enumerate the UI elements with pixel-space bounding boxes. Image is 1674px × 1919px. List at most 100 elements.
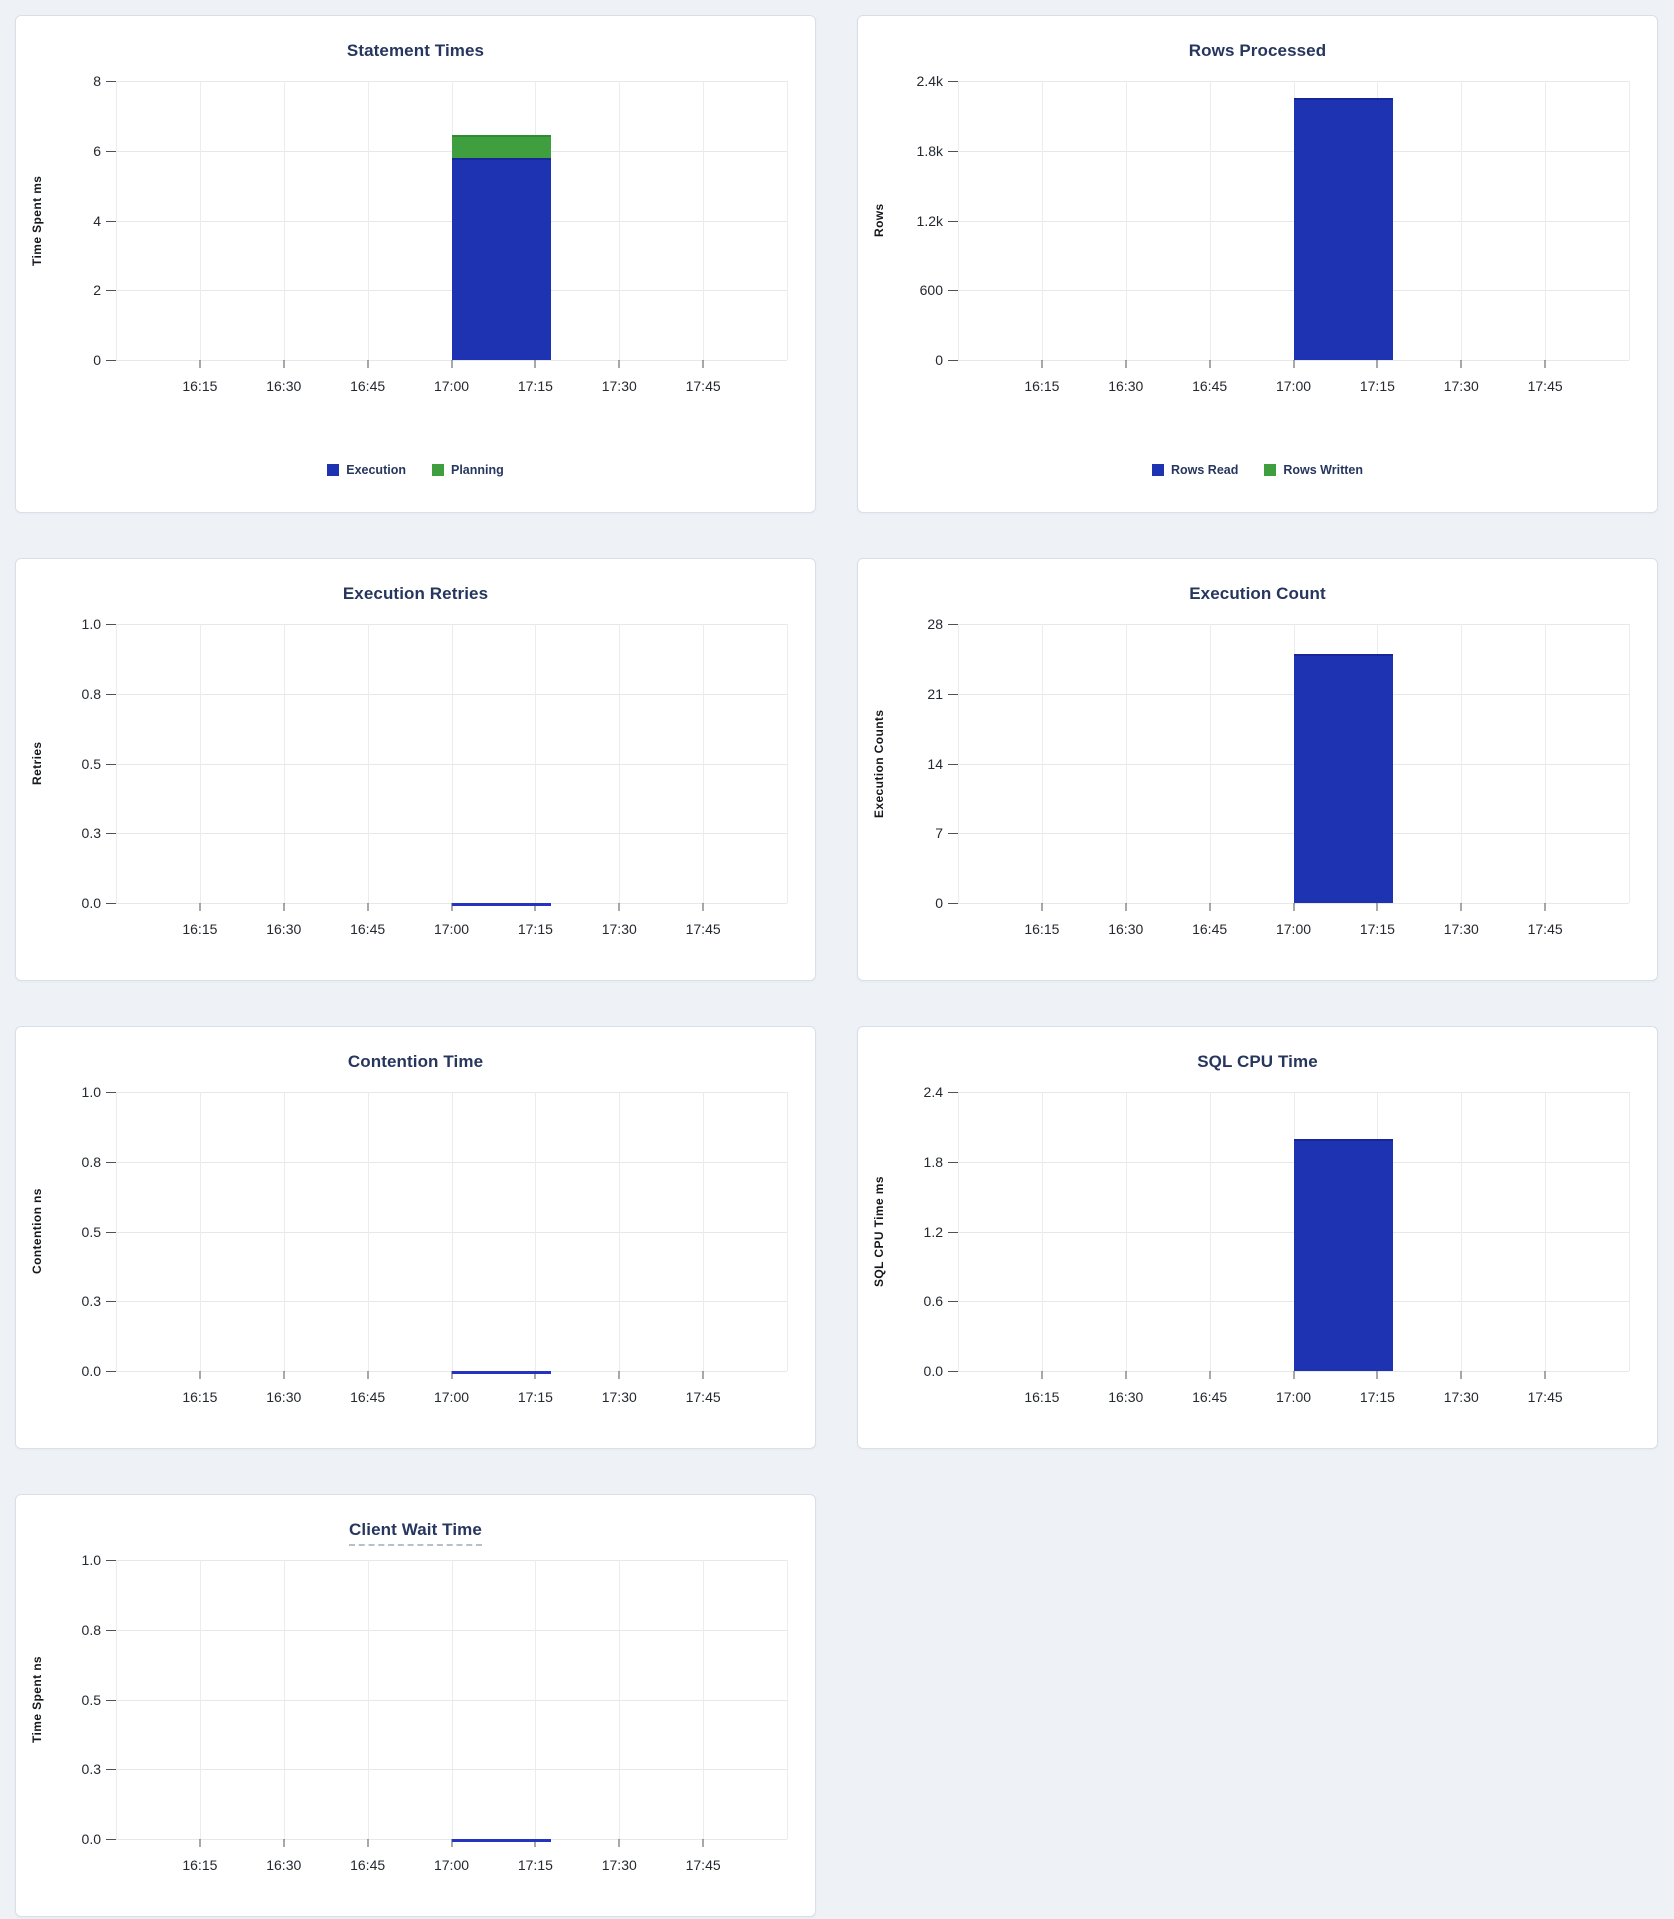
y-tick-label: 1.0	[81, 616, 101, 632]
v-gridline	[958, 1092, 959, 1371]
y-tick-label: 2.4	[923, 1084, 943, 1100]
v-gridline	[535, 1092, 537, 1371]
x-tick-mark	[1376, 1371, 1378, 1379]
x-tick-label: 16:30	[1108, 1389, 1144, 1405]
v-gridline	[451, 624, 453, 903]
y-tick-mark	[948, 290, 958, 292]
x-tick-mark	[702, 903, 704, 911]
x-tick-mark	[199, 1839, 201, 1847]
chart-title-text: Rows Processed	[1188, 41, 1327, 60]
x-tick-mark	[1125, 360, 1127, 368]
chart-title: Execution Count	[858, 584, 1657, 604]
y-tick-label: 2.4k	[916, 73, 943, 89]
x-tick-label: 16:30	[266, 1389, 302, 1405]
x-tick-mark	[451, 1371, 452, 1379]
x-tick-mark	[1293, 360, 1294, 368]
v-gridline	[1209, 624, 1211, 903]
chart-panel-execution-count: Execution Count Execution Counts 0 7 14 21 28 1…	[857, 558, 1658, 981]
x-tick-label: 17:30	[1443, 1389, 1479, 1405]
x-tick-label: 17:30	[601, 921, 637, 937]
y-tick-mark	[948, 763, 958, 765]
y-tick-mark	[106, 1161, 116, 1163]
legend-item-rows-read[interactable]: Rows Read	[1151, 463, 1239, 477]
legend-label: Rows Read	[1170, 463, 1239, 477]
x-tick-mark	[451, 903, 452, 911]
y-tick-mark	[948, 624, 958, 625]
x-tick-label: 17:45	[685, 1389, 721, 1405]
series-zero-line-contention	[451, 1371, 551, 1374]
x-tick-label: 16:45	[1192, 1389, 1228, 1405]
x-tick-label: 17:00	[1275, 1389, 1312, 1405]
x-tick-label: 16:45	[350, 1389, 386, 1405]
v-gridline	[1041, 81, 1043, 360]
x-tick-mark	[1544, 360, 1546, 368]
y-tick-label: 0	[93, 352, 101, 368]
y-tick-mark	[948, 1161, 958, 1163]
plot-area: Time Spent ns 0.0 0.3 0.5 0.8 1.0 16:15 16:30 16…	[30, 1552, 788, 1873]
bar-execution-count	[1293, 653, 1393, 903]
y-tick-label: 1.2k	[916, 212, 943, 229]
legend-label: Planning	[450, 463, 504, 477]
legend-item-execution[interactable]: Execution	[327, 463, 406, 477]
y-tick-mark	[948, 693, 958, 695]
bar-rows-read	[1293, 98, 1393, 360]
y-tick-mark	[106, 150, 116, 152]
v-gridline	[451, 1092, 453, 1371]
y-tick-label: 2	[93, 282, 101, 299]
y-tick-mark	[106, 1629, 116, 1631]
v-gridline	[1041, 624, 1043, 903]
x-tick-label: 16:30	[1108, 921, 1144, 937]
x-tick-label: 17:00	[1275, 921, 1312, 937]
x-tick-label: 17:45	[685, 1857, 721, 1873]
v-gridline	[958, 81, 959, 360]
legend-item-planning[interactable]: Planning	[431, 463, 504, 477]
v-gridline	[1209, 1092, 1211, 1371]
y-tick-label: 6	[93, 142, 101, 159]
series-zero-line-client-wait	[451, 1839, 551, 1842]
x-tick-mark	[1460, 903, 1462, 911]
v-gridline	[958, 624, 959, 903]
v-gridline	[199, 624, 201, 903]
y-tick-label: 21	[927, 685, 943, 702]
v-gridline	[1629, 624, 1630, 903]
y-tick-label: 0.0	[81, 895, 101, 911]
x-tick-mark	[534, 360, 536, 368]
plot-area: Retries 0.0 0.3 0.5 0.8 1.0 16:15 16:30 16:45 17:…	[30, 616, 788, 937]
legend-swatch-rows-written	[1264, 464, 1277, 476]
x-tick-label: 16:15	[1024, 378, 1060, 394]
y-tick-mark	[948, 833, 958, 835]
v-gridline	[703, 1092, 705, 1371]
legend-item-rows-written[interactable]: Rows Written	[1264, 463, 1363, 477]
y-tick-label: 0.5	[81, 1691, 101, 1708]
legend: Rows Read Rows Written	[858, 463, 1657, 477]
chart-panel-execution-retries: Execution Retries Retries 0.0 0.3 0.5 0.8 1.0 1…	[15, 558, 816, 981]
v-gridline	[1545, 1092, 1547, 1371]
x-tick-mark	[618, 1839, 620, 1847]
x-tick-mark	[199, 360, 201, 368]
v-gridline	[199, 1560, 201, 1839]
y-tick-label: 0.0	[81, 1363, 101, 1379]
x-tick-mark	[283, 360, 285, 368]
plot-area: Time Spent ms 0 2 4 6 8 16:15 16:30 16:45 17:00 17…	[30, 73, 788, 394]
legend: Execution Planning	[16, 463, 815, 477]
v-gridline	[367, 1092, 369, 1371]
y-tick-label: 28	[927, 616, 943, 632]
x-tick-label: 16:45	[1192, 921, 1228, 937]
x-tick-label: 17:15	[517, 921, 553, 937]
v-gridline	[619, 1092, 621, 1371]
v-gridline	[703, 624, 705, 903]
x-tick-mark	[199, 903, 201, 911]
chart-title-text: Execution Count	[1189, 584, 1326, 603]
x-tick-mark	[534, 903, 536, 911]
v-gridline	[787, 1560, 788, 1839]
x-tick-label: 16:15	[182, 1857, 218, 1873]
y-tick-mark	[106, 1092, 116, 1093]
chart-title[interactable]: Client Wait Time	[16, 1520, 815, 1546]
x-tick-label: 17:45	[685, 921, 721, 937]
y-tick-mark	[106, 693, 116, 695]
v-gridline	[619, 624, 621, 903]
x-tick-mark	[534, 1839, 536, 1847]
x-tick-label: 17:30	[601, 378, 637, 394]
y-tick-label: 1.8	[923, 1153, 943, 1170]
